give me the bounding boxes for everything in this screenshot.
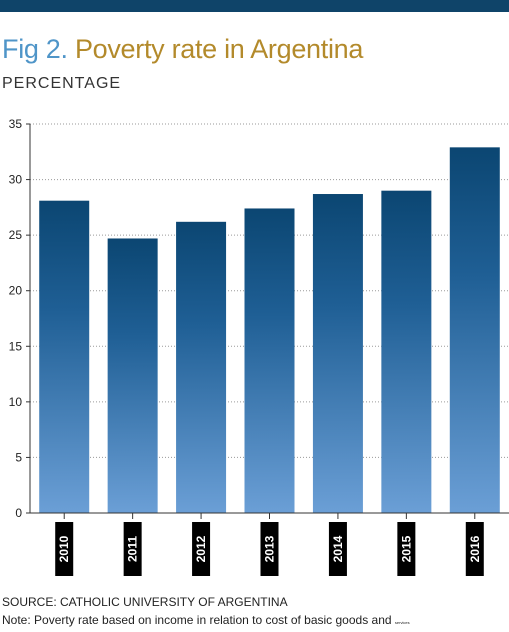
bar — [244, 208, 295, 513]
note-main: Note: Poverty rate based on income in re… — [2, 613, 392, 627]
bar — [107, 238, 158, 513]
category-labels: 2010 2011 2012 2013 2014 2015 2016 — [55, 522, 484, 576]
note-tail: services — [394, 620, 410, 625]
source-text: SOURCE: CATHOLIC UNIVERSITY OF ARGENTINA — [2, 595, 288, 609]
x-tick-label: 2013 — [263, 535, 277, 562]
y-tick-label: 25 — [9, 228, 23, 242]
bar — [176, 221, 227, 513]
x-tick-label: 2014 — [331, 535, 345, 562]
y-tick-label: 0 — [15, 506, 22, 520]
chart-title: Fig 2. Poverty rate in Argentina — [2, 34, 363, 65]
x-label-box — [397, 522, 416, 576]
x-tick-label: 2012 — [194, 535, 208, 562]
title-main: Poverty rate in Argentina — [74, 34, 364, 64]
chart-subtitle: PERCENTAGE — [2, 75, 122, 92]
x-label-box — [465, 522, 484, 576]
y-tick-label: 15 — [9, 339, 23, 353]
x-tick-label: 2010 — [57, 535, 71, 562]
y-tick-label: 10 — [9, 395, 23, 409]
bar — [449, 147, 500, 513]
title-prefix: Fig 2. — [2, 34, 68, 64]
note-text: Note: Poverty rate based on income in re… — [2, 613, 410, 627]
y-tick-label: 35 — [9, 117, 23, 131]
bars — [39, 147, 500, 513]
x-label-box — [260, 522, 279, 576]
y-tick-label: 5 — [15, 450, 22, 464]
x-tick-label: 2015 — [399, 535, 413, 562]
x-label-box — [192, 522, 211, 576]
top-accent-bar — [0, 0, 509, 12]
y-tick-label: 20 — [9, 284, 23, 298]
y-tick-label: 30 — [9, 173, 23, 187]
x-label-box — [123, 522, 142, 576]
x-tick-label: 2016 — [468, 535, 482, 562]
bar — [39, 200, 90, 513]
bar — [381, 190, 432, 513]
x-tick-label: 2011 — [126, 536, 140, 562]
axes: 0 5 10 15 20 25 30 35 — [9, 117, 509, 520]
x-label-box — [328, 522, 347, 576]
x-label-box — [55, 522, 74, 576]
bar — [312, 194, 363, 513]
